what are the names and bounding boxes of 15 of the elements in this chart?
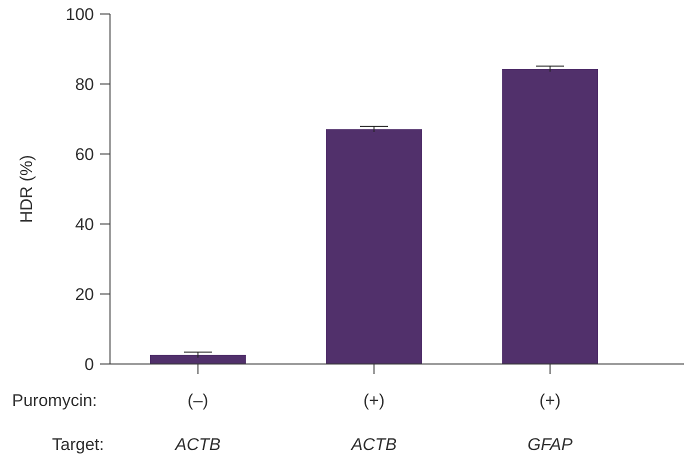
y-tick-label: 100 (66, 4, 94, 24)
y-axis-title: HDR (%) (17, 155, 36, 223)
y-tick-label: 80 (75, 74, 94, 94)
bar (326, 129, 422, 364)
bar (150, 354, 246, 364)
y-tick-label: 60 (75, 144, 94, 164)
category-label: (+) GFAP (528, 391, 573, 454)
y-tick-label: 20 (75, 284, 94, 304)
text: Target: (52, 435, 104, 454)
y-tick-label: 40 (75, 214, 94, 234)
y-tick-label: 0 (84, 354, 94, 374)
bar (502, 68, 598, 364)
category-label: (+) ACTB (351, 391, 397, 454)
text: Puromycin: (12, 391, 98, 410)
category-label: (–) ACTB (175, 391, 221, 454)
